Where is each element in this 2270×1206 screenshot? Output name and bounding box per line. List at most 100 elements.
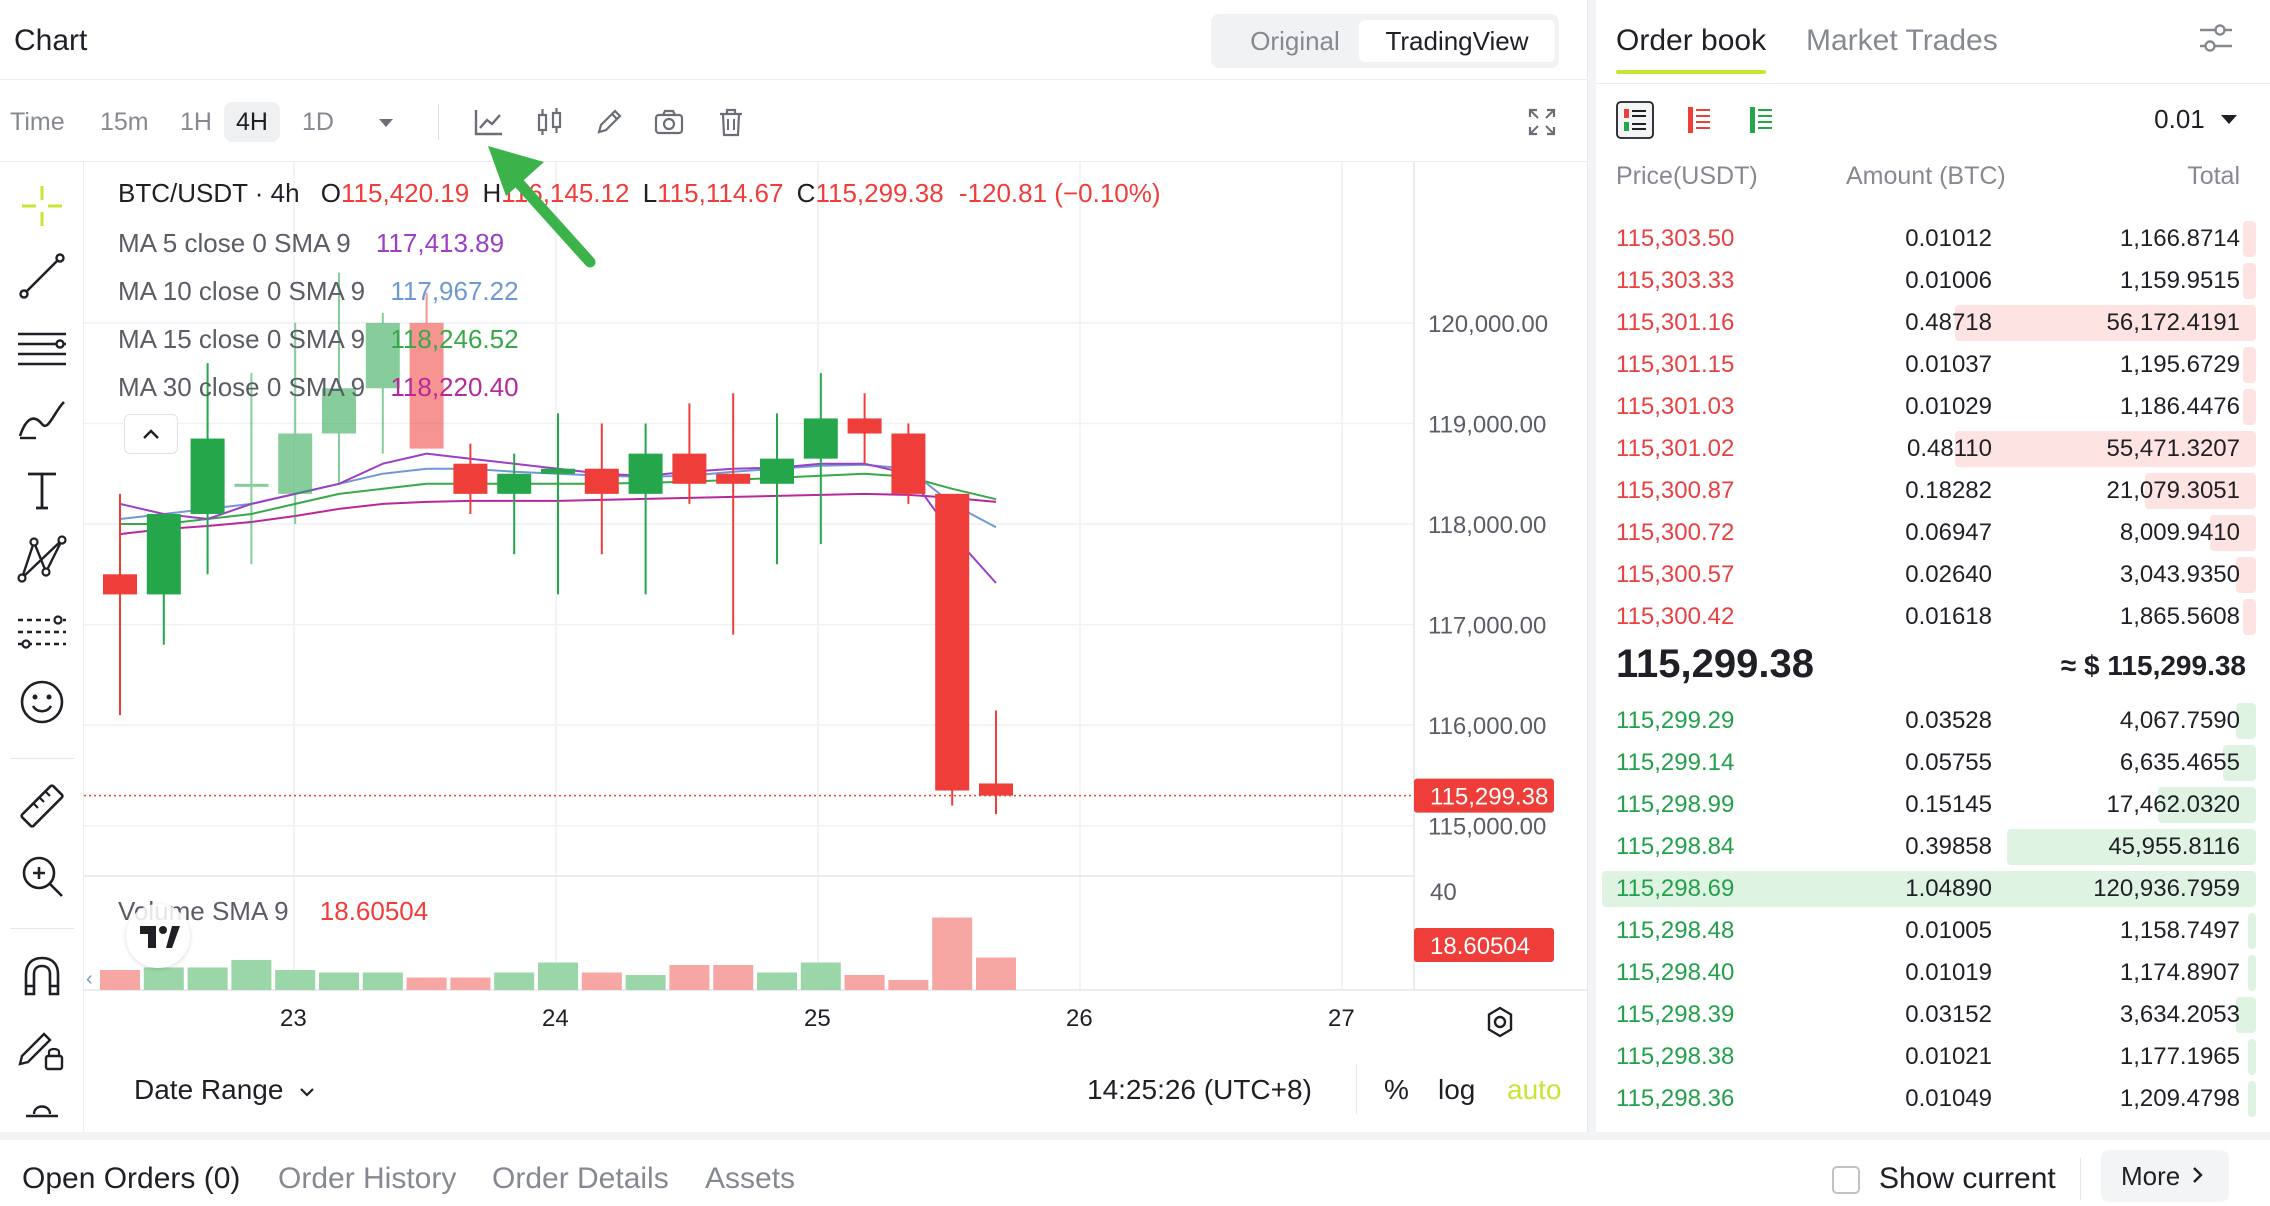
collapse-legend-button[interactable]	[124, 414, 178, 454]
ask-row[interactable]: 115,300.72 0.06947 8,009.9410	[1596, 512, 2270, 554]
volume-last-tag	[1414, 928, 1554, 962]
ask-total: 21,079.3051	[2106, 477, 2240, 504]
bid-row[interactable]: 115,298.36 0.01049 1,209.4798	[1596, 1078, 2270, 1120]
bid-row[interactable]: 115,298.40 0.01019 1,174.8907	[1596, 952, 2270, 994]
interval-15m[interactable]: 15m	[100, 108, 149, 136]
ask-row[interactable]: 115,303.50 0.01012 1,166.8714	[1596, 218, 2270, 260]
bid-amount: 0.01005	[1905, 917, 1992, 944]
trendline-icon[interactable]	[12, 246, 72, 306]
bid-row[interactable]: 115,299.14 0.05755 6,635.4655	[1596, 742, 2270, 784]
crosshair-icon[interactable]	[12, 176, 72, 236]
drawing-toolbar	[0, 162, 84, 1132]
candle	[146, 513, 181, 645]
date-range-button[interactable]: Date Range	[134, 1074, 317, 1106]
volume-bar	[844, 975, 885, 990]
bid-row[interactable]: 115,298.38 0.01021 1,177.1965	[1596, 1036, 2270, 1078]
footer-divider	[1356, 1064, 1357, 1114]
ma30-value: 118,220.40	[390, 372, 519, 402]
view-original-button[interactable]: Original	[1250, 26, 1340, 56]
horizontal-lines-icon[interactable]	[12, 318, 72, 378]
ask-row[interactable]: 115,301.03 0.01029 1,186.4476	[1596, 386, 2270, 428]
ask-total: 1,865.5608	[2119, 603, 2240, 630]
volume-bar	[581, 972, 622, 990]
view-asks-icon[interactable]	[1680, 101, 1718, 139]
auto-toggle[interactable]: auto	[1507, 1074, 1562, 1105]
percent-toggle[interactable]: %	[1384, 1074, 1409, 1105]
fullscreen-icon[interactable]	[1524, 104, 1560, 140]
show-current-checkbox[interactable]	[1832, 1166, 1860, 1194]
interval-4h[interactable]: 4H	[224, 102, 280, 142]
bid-row[interactable]: 115,298.39 0.03152 3,634.2053	[1596, 994, 2270, 1036]
ask-total: 1,166.8714	[2119, 225, 2240, 252]
magnet-icon[interactable]	[12, 946, 72, 1006]
ask-total: 55,471.3207	[2106, 435, 2240, 462]
low-value: 115,114.67	[657, 178, 784, 208]
hide-drawings-icon[interactable]	[12, 1082, 72, 1128]
trash-icon[interactable]	[713, 104, 749, 140]
ask-row[interactable]: 115,303.33 0.01006 1,159.9515	[1596, 260, 2270, 302]
price-tick-label: 118,000.00	[1428, 512, 1546, 539]
tab-order-book[interactable]: Order book	[1616, 24, 1767, 74]
pattern-icon[interactable]	[12, 530, 72, 590]
ask-row[interactable]: 115,300.57 0.02640 3,043.9350	[1596, 554, 2270, 596]
tab-market-trades[interactable]: Market Trades	[1806, 24, 1998, 57]
ask-depth-bar	[1955, 305, 2256, 341]
bid-row[interactable]: 115,298.99 0.15145 17,462.0320	[1596, 784, 2270, 826]
ask-row[interactable]: 115,301.15 0.01037 1,195.6729	[1596, 344, 2270, 386]
candle-body	[278, 433, 313, 494]
tab-order-details[interactable]: Order Details	[492, 1162, 669, 1195]
tab-assets[interactable]: Assets	[705, 1162, 796, 1195]
chart-settings-icon[interactable]	[1480, 1002, 1520, 1042]
view-bids-icon[interactable]	[1742, 101, 1780, 139]
candle	[497, 453, 532, 555]
bid-row[interactable]: 115,298.69 1.04890 120,936.7959	[1596, 868, 2270, 910]
brush-icon[interactable]	[12, 388, 72, 448]
bid-total: 4,067.7590	[2119, 707, 2240, 734]
bid-row[interactable]: 115,298.84 0.39858 45,955.8116	[1596, 826, 2270, 868]
candle-body	[365, 322, 400, 389]
more-button[interactable]: More	[2101, 1150, 2229, 1202]
ma15-value: 118,246.52	[390, 324, 519, 354]
bottom-divider	[2080, 1158, 2081, 1200]
interval-1d[interactable]: 1D	[302, 108, 334, 136]
indicators-icon[interactable]	[471, 104, 507, 140]
view-tradingview-button[interactable]: TradingView	[1359, 20, 1555, 62]
mid-price-row: 115,299.38 ≈ $ 115,299.38	[1616, 636, 2256, 700]
settings-sliders-icon[interactable]	[2194, 18, 2238, 58]
bid-row[interactable]: 115,298.48 0.01005 1,158.7497	[1596, 910, 2270, 952]
ask-total: 1,195.6729	[2119, 351, 2240, 378]
precision-select[interactable]: 0.01	[2154, 104, 2240, 135]
emoji-icon[interactable]	[12, 672, 72, 732]
text-tool-icon[interactable]	[12, 460, 72, 520]
ask-row[interactable]: 115,300.42 0.01618 1,865.5608	[1596, 596, 2270, 638]
ask-row[interactable]: 115,300.87 0.18282 21,079.3051	[1596, 470, 2270, 512]
ruler-icon[interactable]	[12, 776, 72, 836]
toolbar-separator	[438, 104, 439, 140]
candle	[409, 292, 444, 449]
open-value: 115,420.19	[341, 178, 470, 208]
bid-row[interactable]: 115,299.29 0.03528 4,067.7590	[1596, 700, 2270, 742]
ma30-legend: MA 30 close 0 SMA 9 118,220.40	[118, 372, 519, 403]
candle-style-icon[interactable]	[532, 104, 568, 140]
prediction-icon[interactable]	[12, 602, 72, 662]
ask-price: 115,301.02	[1616, 435, 1735, 462]
camera-icon[interactable]	[651, 104, 687, 140]
candle-body	[760, 458, 794, 484]
price-chart[interactable]: 120,000.00 119,000.00 118,000.00 117,000.00…	[84, 162, 1588, 1050]
log-toggle[interactable]: log	[1438, 1074, 1476, 1105]
zoom-in-icon[interactable]	[12, 846, 72, 906]
tab-order-history[interactable]: Order History	[278, 1162, 457, 1195]
bid-amount: 0.01019	[1905, 959, 1992, 986]
interval-dropdown-icon[interactable]	[368, 104, 404, 140]
lock-drawings-icon[interactable]	[12, 1018, 72, 1078]
ask-row[interactable]: 115,301.16 0.48718 56,172.4191	[1596, 302, 2270, 344]
pencil-icon[interactable]	[591, 104, 627, 140]
close-value: 115,299.38	[815, 178, 944, 208]
volume-bar	[757, 972, 797, 990]
volume-bar	[494, 972, 535, 990]
interval-1h[interactable]: 1H	[180, 108, 212, 136]
ask-row[interactable]: 115,301.02 0.48110 55,471.3207	[1596, 428, 2270, 470]
ma5-value: 117,413.89	[375, 228, 505, 258]
tab-open-orders[interactable]: Open Orders (0)	[22, 1162, 241, 1195]
view-both-icon[interactable]	[1616, 101, 1654, 139]
